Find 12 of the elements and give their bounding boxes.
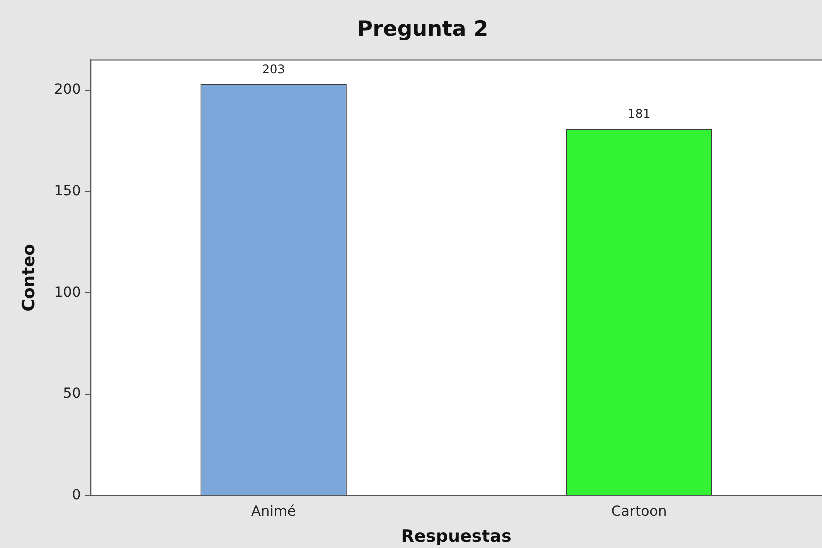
y-tick-label: 0 (72, 487, 82, 504)
x-tick-label: Animé (252, 504, 296, 520)
data-label: 181 (628, 107, 651, 122)
x-tick-label: Cartoon (611, 504, 668, 520)
x-axis-title: Respuestas (401, 527, 512, 548)
y-tick-label: 100 (54, 284, 82, 301)
y-tick-label: 150 (54, 184, 82, 200)
y-axis-title: Conteo (20, 244, 40, 312)
y-tick-label: 200 (54, 82, 82, 98)
y-tick-label: 50 (63, 386, 82, 402)
chart-title: Pregunta 2 (357, 17, 489, 42)
data-label: 203 (262, 62, 286, 77)
